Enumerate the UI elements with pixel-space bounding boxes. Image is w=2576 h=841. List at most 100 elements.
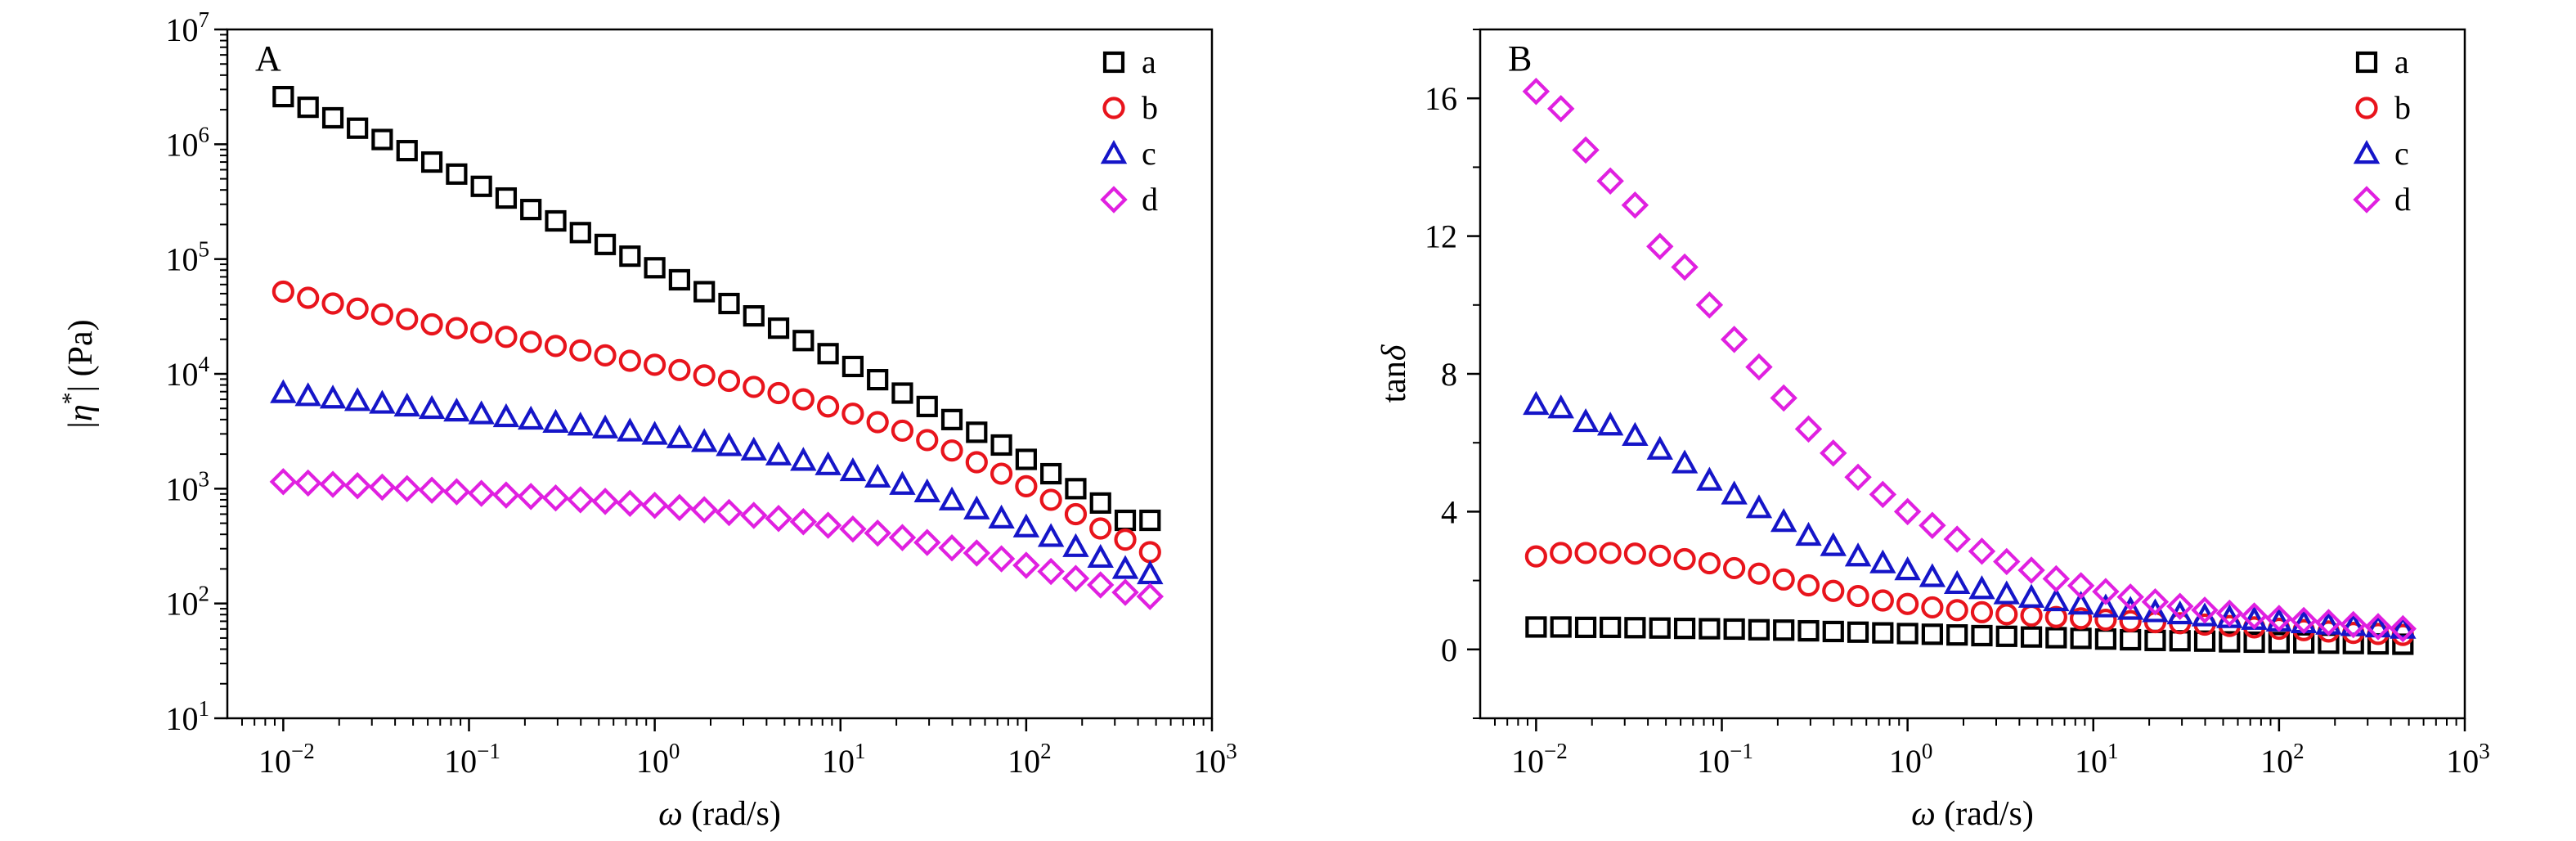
data-point [1040,462,1062,485]
data-point [594,344,617,367]
data-point [2120,628,2142,651]
data-point [718,292,740,315]
data-point [2094,628,2116,650]
axis-ticks [214,28,1214,731]
data-point [817,343,839,365]
data-point [1993,547,2021,576]
data-point [418,476,446,504]
data-point [492,481,520,509]
data-point [1572,407,1600,433]
data-point [1673,618,1696,640]
data-point [1572,136,1600,164]
data-point [2290,606,2318,635]
y-tick-label: 104 [166,352,210,393]
data-point [1695,291,1724,319]
data-point [987,545,1016,573]
data-point [420,151,443,173]
y-axis-label: |η*| (Pa) [57,319,100,428]
data-point [817,395,840,418]
data-point [2042,564,2071,593]
data-point [1770,508,1797,533]
legend-marker [2355,97,2378,119]
data-point [1547,394,1574,419]
y-tick-label: 103 [166,466,210,507]
data-point [368,473,397,501]
data-point [2043,587,2070,612]
data-point [591,488,619,515]
data-point [743,305,765,327]
x-tick-label: 103 [2446,739,2490,780]
data-point [1844,542,1872,567]
data-point [1524,545,1547,568]
data-point [1015,474,1038,497]
data-point [2142,598,2169,623]
data-point [743,376,765,398]
data-point [864,463,891,488]
y-tick-label: 16 [1425,80,1457,117]
data-point [1600,616,1622,638]
data-point [468,400,495,425]
data-point [2193,630,2216,652]
data-point [1139,509,1161,532]
data-point [888,524,917,551]
data-point [545,209,567,232]
data-point [567,486,595,514]
data-point [343,387,371,412]
data-point [1525,616,1547,638]
data-point [990,462,1013,485]
data-point [693,281,716,303]
data-point [1943,569,1971,595]
data-point [1748,562,1770,585]
y-tick-label: 8 [1441,356,1457,393]
data-point [2070,607,2093,630]
legend-label: a [1142,43,1156,80]
data-point [690,496,718,524]
data-point [891,382,913,404]
data-point [1111,578,1139,606]
data-point [1138,541,1161,564]
data-point [2094,608,2117,632]
data-point [418,394,446,420]
y-tick-label: 12 [1425,218,1457,255]
data-point [717,369,741,393]
data-point [867,369,889,391]
data-point [690,428,718,452]
data-point [990,434,1012,456]
data-point [1599,542,1622,564]
data-point [814,511,842,539]
data-point [1039,488,1062,511]
data-point [839,515,867,543]
data-point [1896,592,1919,615]
data-point [815,451,841,475]
data-point [1894,555,1921,581]
data-point [567,412,594,436]
data-point [1721,480,1748,505]
data-point [1797,573,1820,597]
data-point [2017,556,2045,584]
data-point [2243,631,2265,654]
data-point [740,501,768,529]
legend-label: a [2394,43,2409,80]
data-point [347,117,369,139]
data-point [2364,613,2392,641]
data-point [889,470,916,495]
data-point [1946,624,1968,646]
data-point [369,389,396,414]
data-point [641,420,668,445]
data-point [1137,560,1164,585]
data-point [916,429,939,452]
data-point [1993,580,2020,605]
data-point [2191,596,2219,624]
x-tick-label: 101 [2075,739,2119,780]
data-point [1723,556,1746,580]
data-point [2116,596,2144,620]
legend-marker [1100,186,1128,214]
data-point [1624,617,1646,639]
data-point [517,405,545,430]
data-point [1136,582,1165,610]
data-point [1822,579,1845,602]
data-point [963,539,991,567]
data-point [792,388,815,411]
data-point [343,472,371,500]
